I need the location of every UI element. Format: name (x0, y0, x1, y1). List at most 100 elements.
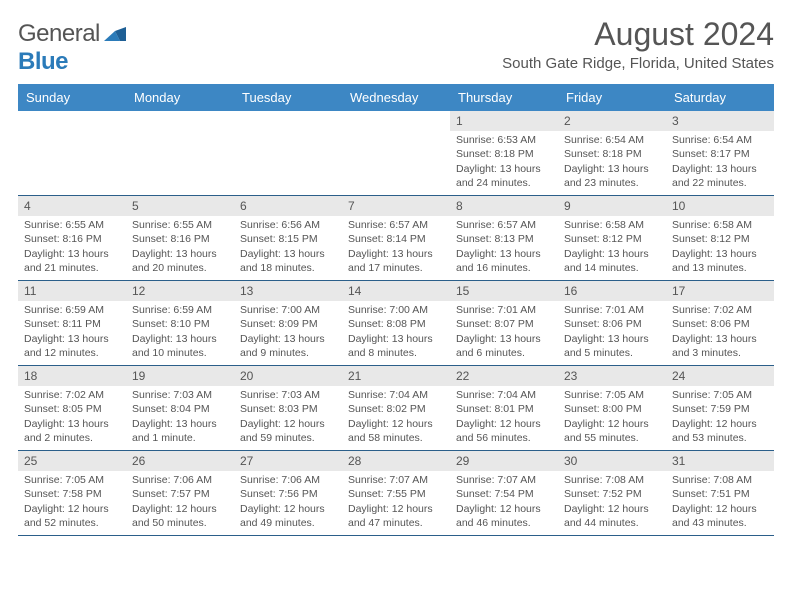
sunset-text: Sunset: 8:10 PM (132, 317, 228, 331)
day-info: Sunrise: 7:08 AMSunset: 7:51 PMDaylight:… (666, 473, 774, 534)
sunset-text: Sunset: 8:16 PM (24, 232, 120, 246)
calendar-cell: 17Sunrise: 7:02 AMSunset: 8:06 PMDayligh… (666, 281, 774, 365)
sunrise-text: Sunrise: 6:54 AM (672, 133, 768, 147)
calendar-cell: 19Sunrise: 7:03 AMSunset: 8:04 PMDayligh… (126, 366, 234, 450)
calendar-cell: 12Sunrise: 6:59 AMSunset: 8:10 PMDayligh… (126, 281, 234, 365)
daylight-text: Daylight: 12 hours and 55 minutes. (564, 417, 660, 445)
day-number: 9 (558, 196, 666, 216)
day-number: 2 (558, 111, 666, 131)
sunrise-text: Sunrise: 7:05 AM (672, 388, 768, 402)
sunrise-text: Sunrise: 6:54 AM (564, 133, 660, 147)
day-number (342, 111, 450, 129)
daylight-text: Daylight: 12 hours and 46 minutes. (456, 502, 552, 530)
day-number: 3 (666, 111, 774, 131)
sunrise-text: Sunrise: 7:02 AM (672, 303, 768, 317)
calendar-cell: 9Sunrise: 6:58 AMSunset: 8:12 PMDaylight… (558, 196, 666, 280)
calendar-cell: 11Sunrise: 6:59 AMSunset: 8:11 PMDayligh… (18, 281, 126, 365)
daylight-text: Daylight: 12 hours and 59 minutes. (240, 417, 336, 445)
sunset-text: Sunset: 8:03 PM (240, 402, 336, 416)
day-info: Sunrise: 6:57 AMSunset: 8:14 PMDaylight:… (342, 218, 450, 279)
calendar-cell: 15Sunrise: 7:01 AMSunset: 8:07 PMDayligh… (450, 281, 558, 365)
day-number: 5 (126, 196, 234, 216)
calendar-cell: 25Sunrise: 7:05 AMSunset: 7:58 PMDayligh… (18, 451, 126, 535)
day-info: Sunrise: 6:57 AMSunset: 8:13 PMDaylight:… (450, 218, 558, 279)
day-number: 14 (342, 281, 450, 301)
sunrise-text: Sunrise: 6:57 AM (348, 218, 444, 232)
day-number: 21 (342, 366, 450, 386)
day-info: Sunrise: 7:05 AMSunset: 7:58 PMDaylight:… (18, 473, 126, 534)
week-row: 1Sunrise: 6:53 AMSunset: 8:18 PMDaylight… (18, 111, 774, 196)
sunrise-text: Sunrise: 6:55 AM (24, 218, 120, 232)
sunrise-text: Sunrise: 7:00 AM (240, 303, 336, 317)
daylight-text: Daylight: 13 hours and 5 minutes. (564, 332, 660, 360)
sunrise-text: Sunrise: 7:03 AM (240, 388, 336, 402)
calendar-cell: 10Sunrise: 6:58 AMSunset: 8:12 PMDayligh… (666, 196, 774, 280)
daylight-text: Daylight: 13 hours and 1 minute. (132, 417, 228, 445)
calendar-cell: 23Sunrise: 7:05 AMSunset: 8:00 PMDayligh… (558, 366, 666, 450)
calendar-cell (234, 111, 342, 195)
day-info: Sunrise: 6:54 AMSunset: 8:18 PMDaylight:… (558, 133, 666, 194)
day-header-cell: Wednesday (342, 84, 450, 111)
sunset-text: Sunset: 8:12 PM (672, 232, 768, 246)
sunset-text: Sunset: 8:16 PM (132, 232, 228, 246)
sunset-text: Sunset: 8:18 PM (564, 147, 660, 161)
daylight-text: Daylight: 13 hours and 12 minutes. (24, 332, 120, 360)
daylight-text: Daylight: 13 hours and 2 minutes. (24, 417, 120, 445)
calendar-cell: 8Sunrise: 6:57 AMSunset: 8:13 PMDaylight… (450, 196, 558, 280)
sunset-text: Sunset: 8:07 PM (456, 317, 552, 331)
logo-part1: General (18, 20, 100, 47)
day-info: Sunrise: 6:55 AMSunset: 8:16 PMDaylight:… (18, 218, 126, 279)
calendar-cell: 3Sunrise: 6:54 AMSunset: 8:17 PMDaylight… (666, 111, 774, 195)
calendar-cell: 16Sunrise: 7:01 AMSunset: 8:06 PMDayligh… (558, 281, 666, 365)
calendar-cell: 6Sunrise: 6:56 AMSunset: 8:15 PMDaylight… (234, 196, 342, 280)
calendar-cell (18, 111, 126, 195)
calendar-cell: 5 Sunrise: 6:55 AMSunset: 8:16 PMDaylight… (126, 196, 234, 280)
sunrise-text: Sunrise: 7:04 AM (456, 388, 552, 402)
page-title: August 2024 (502, 16, 774, 53)
daylight-text: Daylight: 13 hours and 24 minutes. (456, 162, 552, 190)
sunrise-text: Sunrise: 7:04 AM (348, 388, 444, 402)
calendar-cell: 27Sunrise: 7:06 AMSunset: 7:56 PMDayligh… (234, 451, 342, 535)
title-block: August 2024 South Gate Ridge, Florida, U… (502, 16, 774, 72)
daylight-text: Daylight: 13 hours and 9 minutes. (240, 332, 336, 360)
sunrise-text: Sunrise: 6:53 AM (456, 133, 552, 147)
day-info: Sunrise: 7:03 AMSunset: 8:03 PMDaylight:… (234, 388, 342, 449)
sunrise-text: Sunrise: 7:07 AM (348, 473, 444, 487)
sunset-text: Sunset: 8:18 PM (456, 147, 552, 161)
sunset-text: Sunset: 8:09 PM (240, 317, 336, 331)
sunset-text: Sunset: 7:51 PM (672, 487, 768, 501)
daylight-text: Daylight: 13 hours and 17 minutes. (348, 247, 444, 275)
sunrise-text: Sunrise: 6:57 AM (456, 218, 552, 232)
calendar-cell: 24Sunrise: 7:05 AMSunset: 7:59 PMDayligh… (666, 366, 774, 450)
day-number: 30 (558, 451, 666, 471)
daylight-text: Daylight: 12 hours and 52 minutes. (24, 502, 120, 530)
sunset-text: Sunset: 8:01 PM (456, 402, 552, 416)
day-header-cell: Sunday (18, 84, 126, 111)
sunrise-text: Sunrise: 6:55 AM (132, 218, 228, 232)
sunrise-text: Sunrise: 6:59 AM (24, 303, 120, 317)
day-number: 19 (126, 366, 234, 386)
week-row: 4Sunrise: 6:55 AMSunset: 8:16 PMDaylight… (18, 196, 774, 281)
day-number: 13 (234, 281, 342, 301)
logo-text: GeneralBlue (18, 20, 126, 76)
daylight-text: Daylight: 13 hours and 20 minutes. (132, 247, 228, 275)
day-info: Sunrise: 6:56 AMSunset: 8:15 PMDaylight:… (234, 218, 342, 279)
day-header-cell: Monday (126, 84, 234, 111)
sunset-text: Sunset: 8:00 PM (564, 402, 660, 416)
day-info: Sunrise: 7:00 AMSunset: 8:08 PMDaylight:… (342, 303, 450, 364)
sunset-text: Sunset: 7:54 PM (456, 487, 552, 501)
sunset-text: Sunset: 7:52 PM (564, 487, 660, 501)
day-number: 25 (18, 451, 126, 471)
daylight-text: Daylight: 13 hours and 13 minutes. (672, 247, 768, 275)
sunrise-text: Sunrise: 7:05 AM (24, 473, 120, 487)
sunset-text: Sunset: 8:11 PM (24, 317, 120, 331)
calendar-cell: 28Sunrise: 7:07 AMSunset: 7:55 PMDayligh… (342, 451, 450, 535)
daylight-text: Daylight: 13 hours and 8 minutes. (348, 332, 444, 360)
sunset-text: Sunset: 8:06 PM (564, 317, 660, 331)
sunset-text: Sunset: 7:57 PM (132, 487, 228, 501)
sunrise-text: Sunrise: 7:08 AM (672, 473, 768, 487)
day-header-cell: Tuesday (234, 84, 342, 111)
daylight-text: Daylight: 13 hours and 14 minutes. (564, 247, 660, 275)
sunrise-text: Sunrise: 7:08 AM (564, 473, 660, 487)
logo-part2: Blue (18, 48, 68, 75)
